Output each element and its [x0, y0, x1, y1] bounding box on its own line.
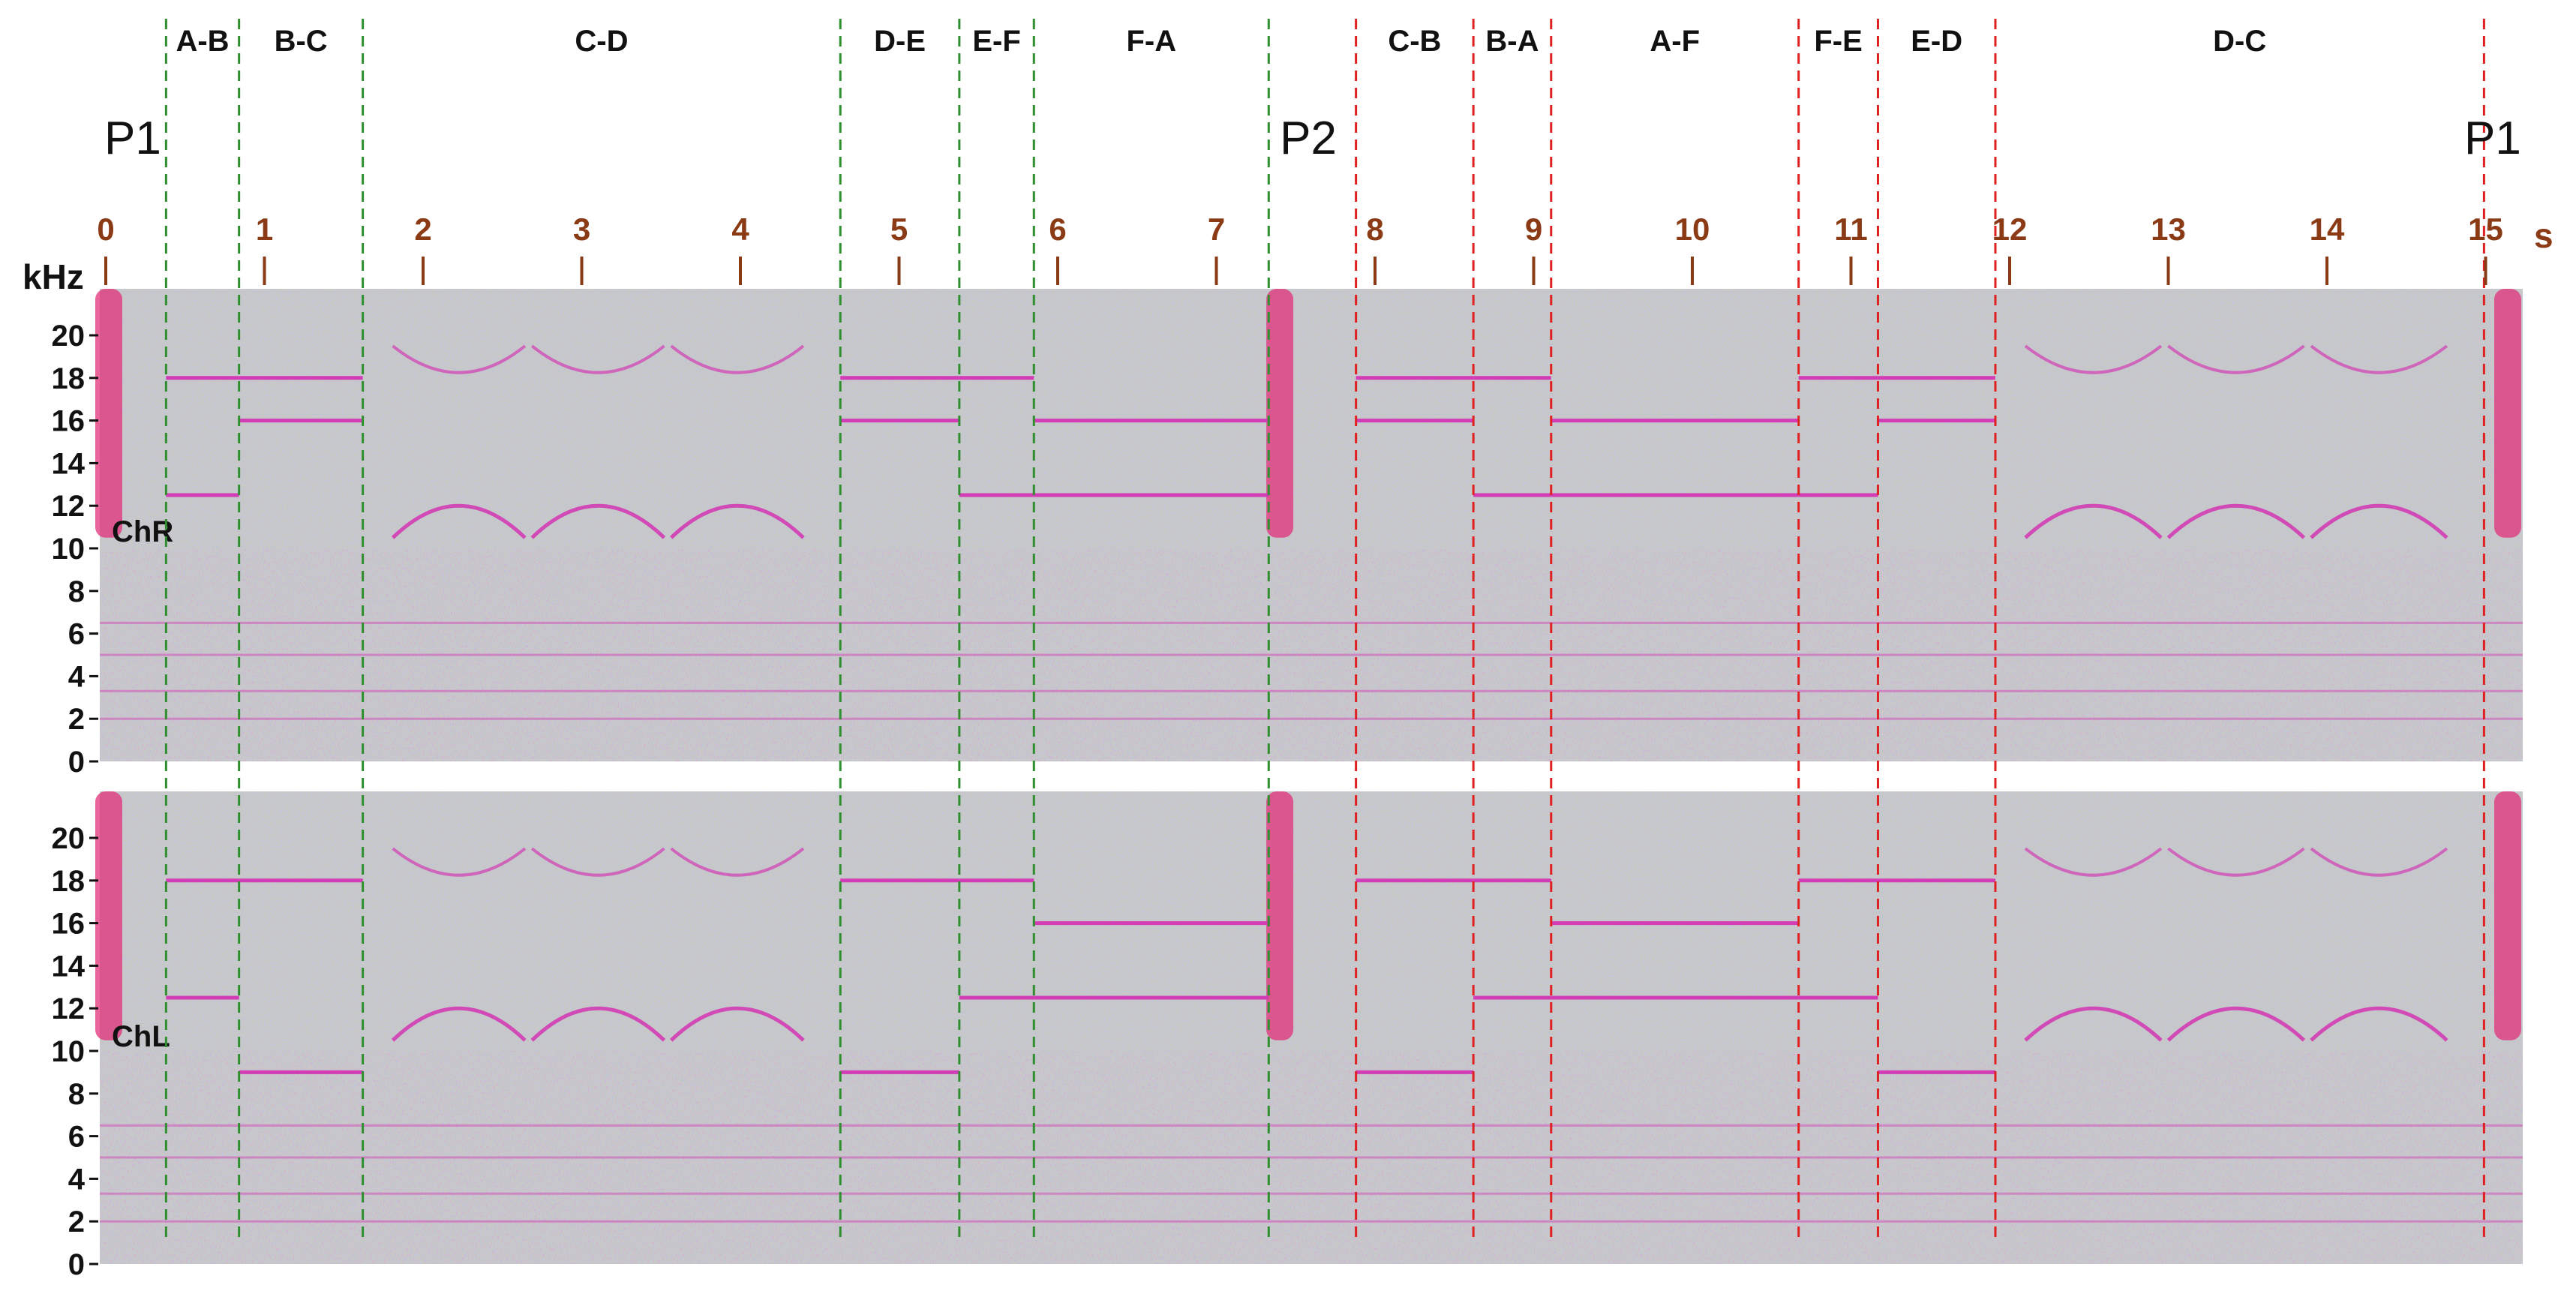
chirp-arc [669, 1006, 805, 1042]
x-tick-label: 11 [1834, 212, 1867, 247]
x-tick-label: 2 [414, 212, 431, 247]
broadband-burst [2494, 289, 2521, 538]
segment-boundaries [164, 19, 2485, 1238]
chirp-arc [392, 344, 527, 374]
x-tick-label: 1 [256, 212, 273, 247]
segment-label: F-E [1814, 25, 1862, 58]
chirp-arc [2167, 344, 2305, 374]
chirp-arc [2310, 1006, 2448, 1042]
segment-label: E-D [1911, 25, 1962, 58]
chirp-arc [2024, 344, 2163, 374]
y-tick-label: 18 [52, 362, 86, 395]
chirp-arc [669, 503, 805, 539]
y-tick-label: 0 [68, 1248, 85, 1281]
x-tick-label: 0 [97, 212, 114, 247]
position-marker: P1 [2464, 113, 2521, 164]
y-tick-label: 8 [68, 1078, 85, 1111]
broadband-burst [1266, 791, 1294, 1040]
x-tick-label: 15 [2468, 212, 2503, 247]
chirp-arc [2310, 344, 2448, 374]
chirp-arc [530, 847, 665, 877]
segment-label: D-C [2213, 25, 2266, 58]
x-tick-label: 4 [731, 212, 749, 247]
chirp-arc [2166, 503, 2306, 539]
broadband-burst [95, 289, 122, 538]
segment-label: A-F [1650, 25, 1700, 58]
chirp-arc [530, 344, 665, 374]
segment-label: A-B [176, 25, 229, 58]
y-tick-label: 4 [68, 1163, 86, 1196]
y-tick-label: 6 [68, 618, 85, 651]
x-tick-label: 3 [573, 212, 590, 247]
broadband-burst [1266, 289, 1294, 538]
x-tick-label: 14 [2310, 212, 2345, 247]
chirp-arc [530, 1006, 666, 1042]
chirp-arc [530, 503, 666, 539]
channel-label: ChR [112, 515, 173, 548]
figure-header: A-B B-C C-D D-E E-F F-A C-B B-A A-F F-E E-D D-C P1 P2… [104, 25, 2521, 164]
x-unit-label: s [2534, 216, 2553, 255]
segment-label: F-A [1126, 25, 1176, 58]
x-tick-label: 6 [1049, 212, 1066, 247]
channel-panel: ChR [95, 289, 2523, 761]
segment-label: D-E [874, 25, 926, 58]
chirp-arc [391, 503, 527, 539]
y-tick-label: 2 [68, 703, 85, 736]
y-tick-label: 18 [52, 865, 86, 898]
segment-label: C-B [1388, 25, 1441, 58]
chirp-arc [2024, 503, 2163, 539]
x-tick-label: 12 [1992, 212, 2028, 247]
position-marker: P1 [104, 113, 161, 164]
position-marker: P2 [1280, 113, 1337, 164]
y-tick-label: 2 [68, 1205, 85, 1238]
chirp-arc [2024, 1006, 2163, 1042]
segment-label: C-D [575, 25, 628, 58]
broadband-burst [95, 791, 122, 1040]
y-tick-label: 16 [52, 405, 86, 438]
low-band-energy [100, 1051, 2523, 1264]
y-tick-label: 10 [52, 1035, 86, 1068]
chirp-arc [2310, 847, 2448, 877]
chirp-arc [2167, 847, 2305, 877]
y-tick-label: 10 [52, 533, 86, 566]
y-tick-label: 16 [52, 908, 86, 941]
chirp-arc [2024, 847, 2163, 877]
chirp-arc [2166, 1006, 2306, 1042]
channel-label: ChL [112, 1020, 170, 1053]
x-tick-label: 13 [2151, 212, 2186, 247]
y-unit-label: kHz [23, 257, 84, 296]
segment-label: E-F [972, 25, 1020, 58]
x-tick-label: 10 [1675, 212, 1710, 247]
y-tick-label: 12 [52, 490, 86, 523]
y-tick-label: 4 [68, 660, 86, 693]
x-tick-label: 9 [1525, 212, 1542, 247]
y-tick-label: 8 [68, 575, 85, 608]
y-tick-label: 14 [52, 950, 86, 983]
chirp-arc [391, 1006, 527, 1042]
y-tick-label: 0 [68, 746, 85, 779]
x-tick-label: 7 [1208, 212, 1225, 247]
broadband-burst [2494, 791, 2521, 1040]
spectrogram-panels: ChR ChL [95, 289, 2523, 1264]
y-tick-label: 20 [52, 320, 86, 353]
segment-label: B-A [1485, 25, 1539, 58]
chirp-arc [392, 847, 527, 877]
segment-label: B-C [275, 25, 328, 58]
y-tick-label: 12 [52, 992, 86, 1025]
channel-panel: ChL [95, 791, 2523, 1264]
y-tick-label: 6 [68, 1121, 85, 1154]
y-tick-label: 20 [52, 822, 86, 855]
chirp-arc [2310, 503, 2448, 539]
y-tick-label: 14 [52, 447, 86, 480]
low-band-energy [100, 548, 2523, 761]
x-tick-label: 8 [1366, 212, 1383, 247]
chirp-arc [670, 847, 805, 877]
x-tick-label: 5 [890, 212, 908, 247]
chirp-arc [670, 344, 805, 374]
